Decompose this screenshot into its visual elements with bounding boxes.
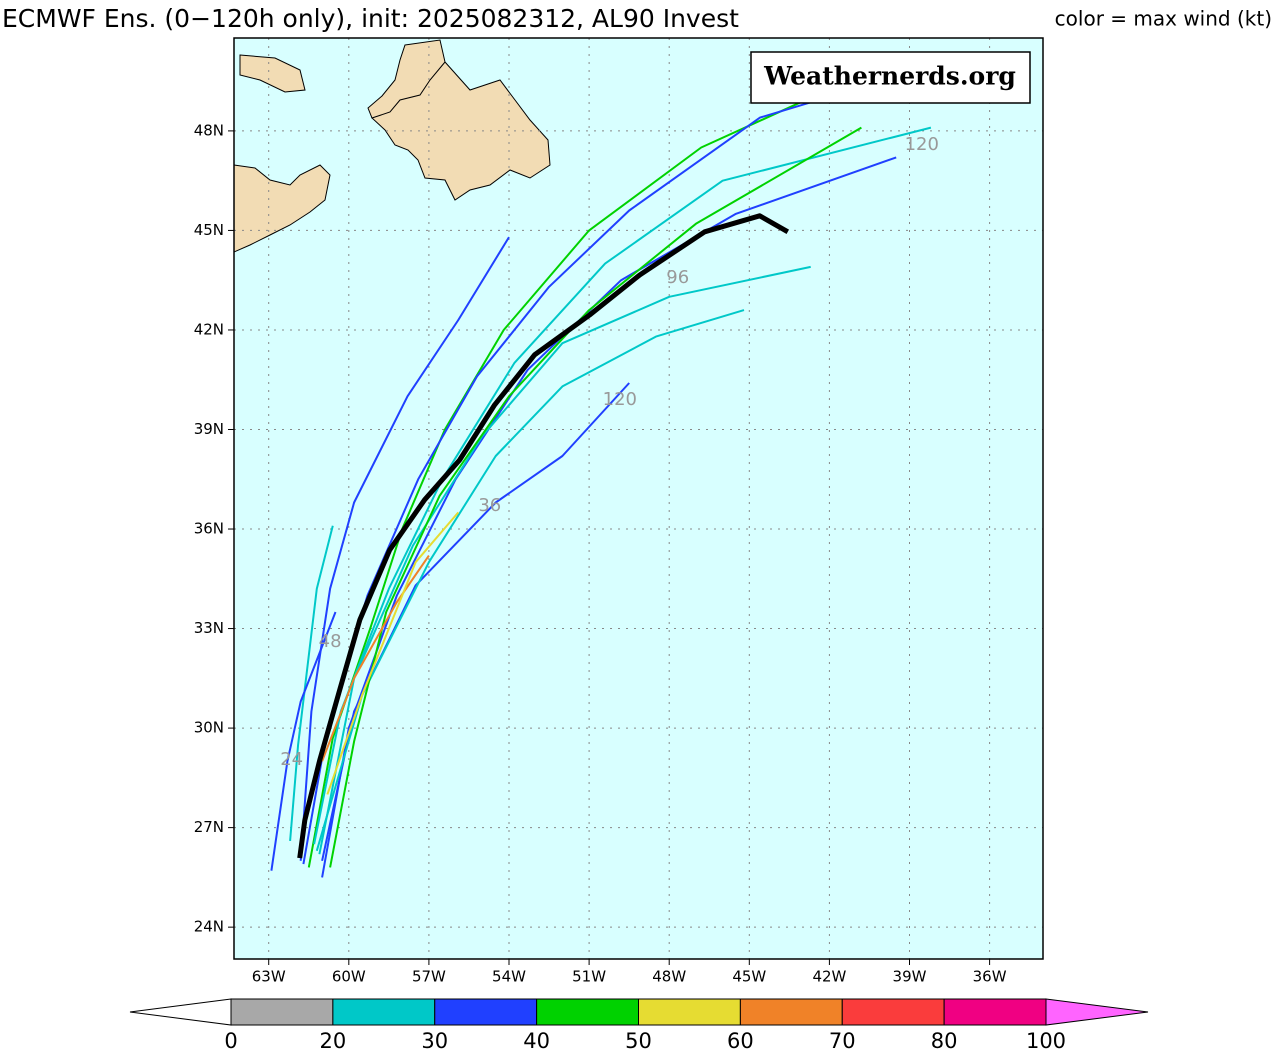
colorbar-label: 60	[727, 1029, 754, 1053]
colorbar-segment	[943, 998, 1047, 1026]
colorbar-segment	[536, 998, 639, 1026]
track	[299, 236, 510, 861]
hour-label: 96	[666, 267, 689, 288]
colorbar-label: 70	[829, 1029, 856, 1053]
x-tick-label: 36W	[973, 968, 1007, 986]
colorbar-label: 50	[625, 1029, 652, 1053]
y-tick-label: 39N	[194, 420, 224, 438]
quebec-coast	[239, 54, 306, 93]
x-tick-label: 48W	[652, 968, 686, 986]
y-tick-label: 45N	[194, 221, 224, 239]
colorbar-label: 30	[421, 1029, 448, 1053]
newfoundland	[367, 39, 551, 201]
colorbar-under	[129, 998, 232, 1026]
tracks: 120 120 96 36 48 24	[270, 63, 939, 878]
y-tick-label: 48N	[194, 121, 224, 139]
hour-label: 36	[478, 495, 501, 516]
hour-label: 48	[319, 631, 342, 652]
colorbar-label: 100	[1026, 1029, 1066, 1053]
x-tick-label: 63W	[252, 968, 286, 986]
colorbar: 0 20 30 40 50 60 70 80 100	[129, 998, 1149, 1053]
colorbar-segment	[841, 998, 945, 1026]
legend-title: color = max wind (kt)	[1055, 7, 1272, 31]
hour-label: 24	[280, 749, 303, 770]
x-tick-label: 51W	[572, 968, 606, 986]
track	[289, 525, 334, 841]
watermark-box	[750, 51, 1031, 104]
x-tick-label: 60W	[332, 968, 366, 986]
x-tick-label: 57W	[412, 968, 446, 986]
y-tick-label: 42N	[194, 320, 224, 338]
colorbar-label: 20	[320, 1029, 347, 1053]
ocean	[234, 38, 1043, 959]
track	[329, 126, 862, 868]
chart-title: ECMWF Ens. (0−120h only), init: 20250823…	[2, 4, 739, 33]
colorbar-segment	[434, 998, 538, 1026]
track	[270, 611, 337, 871]
mean-track	[297, 213, 790, 859]
track	[326, 511, 460, 795]
y-tick-label: 33N	[194, 619, 224, 637]
land	[234, 39, 551, 253]
colorbar-segment	[230, 998, 334, 1026]
y-tick-label: 27N	[194, 818, 224, 836]
y-tick-label: 24N	[194, 918, 224, 936]
x-tick-label: 45W	[732, 968, 766, 986]
colorbar-label: 0	[224, 1029, 237, 1053]
frame	[233, 37, 1044, 960]
x-tick-label: 39W	[893, 968, 927, 986]
colorbar-segment	[638, 998, 741, 1026]
colorbar-over	[1045, 998, 1149, 1026]
colorbar-label: 80	[931, 1029, 958, 1053]
x-tick-label: 42W	[812, 968, 846, 986]
x-tick-label: 54W	[492, 968, 526, 986]
hour-label: 120	[603, 389, 637, 410]
track	[321, 382, 630, 862]
y-tick-label: 30N	[194, 719, 224, 737]
y-tick-label: 36N	[194, 520, 224, 538]
colorbar-segment	[332, 998, 436, 1026]
watermark: Weathernerds.org	[763, 62, 1016, 91]
colorbar-label: 40	[523, 1029, 550, 1053]
hour-label: 120	[905, 134, 939, 155]
grid: 63W 60W 57W 54W 51W 48W 45W 42W 39W 36W 24N 27N 30N 3…	[194, 38, 1043, 986]
colorbar-segment	[739, 998, 843, 1026]
track	[321, 555, 430, 762]
